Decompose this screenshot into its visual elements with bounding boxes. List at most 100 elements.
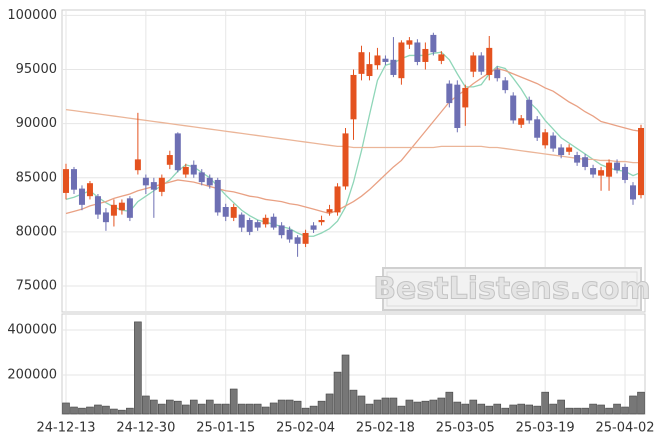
candle-body (198, 172, 205, 183)
candle-body (566, 147, 573, 152)
candle-body (526, 99, 533, 121)
candle-body (254, 222, 261, 228)
volume-bar (349, 389, 358, 415)
candle-body (326, 209, 333, 213)
volume-bar (541, 391, 549, 415)
volume-bar (589, 403, 597, 415)
candle-body (374, 55, 381, 66)
candle-body (558, 147, 565, 156)
volume-bar (333, 371, 342, 415)
candle-body (206, 177, 213, 186)
volume-bar (118, 409, 126, 415)
volume-bar (325, 393, 334, 415)
candle-body (614, 162, 621, 171)
candle-body (190, 164, 197, 175)
volume-bar (565, 407, 573, 415)
candle-body (398, 42, 405, 79)
volume-bar (205, 399, 214, 415)
volume-bar (285, 399, 294, 415)
y-tick-label: 95000 (16, 62, 57, 77)
candle-body (238, 214, 245, 228)
volume-bar (485, 405, 494, 415)
x-tick-label: 25-03-19 (516, 421, 575, 436)
volume-bar (493, 403, 502, 415)
candle-body (366, 64, 373, 77)
volume-bar (637, 391, 645, 415)
candle-body (534, 119, 541, 138)
volume-bar (142, 395, 150, 415)
volume-bar (261, 406, 270, 415)
candle-body (70, 169, 77, 190)
candle-body (134, 159, 141, 171)
volume-bar (421, 400, 430, 415)
candle-body (358, 52, 365, 74)
volume-bar (413, 401, 422, 415)
candle-body (246, 219, 253, 232)
x-tick-label: 25-02-18 (356, 421, 415, 436)
watermark-box (382, 267, 642, 311)
candle-body (270, 216, 277, 228)
y-tick-label: 200000 (7, 368, 57, 383)
volume-bar (525, 404, 533, 415)
volume-bar (453, 401, 462, 415)
volume-bar (405, 399, 414, 415)
candle-body (494, 69, 501, 79)
candle-body (630, 185, 637, 200)
x-tick-label: 24-12-13 (36, 421, 95, 436)
candle-body (94, 196, 101, 215)
volume-bar (573, 407, 581, 415)
volume-bar (301, 407, 310, 415)
candle-body (310, 225, 317, 230)
volume-bar (245, 403, 254, 415)
volume-bar (134, 321, 142, 415)
y-tick-label: 80000 (16, 224, 57, 239)
volume-bar (509, 404, 518, 415)
candle-body (63, 169, 69, 193)
volume-bar (365, 403, 374, 415)
candle-body (262, 217, 269, 225)
candle-body (590, 168, 597, 175)
candle-body (582, 157, 589, 167)
volume-bar (629, 395, 637, 415)
volume-bar (605, 407, 613, 415)
volume-bar (189, 399, 198, 415)
x-tick-label: 25-02-04 (276, 421, 335, 436)
candle-body (454, 84, 461, 128)
volume-bar (597, 404, 605, 415)
candle-body (294, 237, 301, 244)
volume-bar (158, 403, 166, 415)
volume-bar (581, 407, 589, 415)
candle-body (342, 133, 349, 187)
y-tick-label: 75000 (16, 279, 57, 294)
x-tick-label: 25-04-02 (596, 421, 655, 436)
candle-body (510, 95, 517, 121)
volume-bar (613, 403, 621, 415)
watermark-inner (386, 271, 638, 307)
candle-body (102, 212, 109, 223)
volume-bar (341, 354, 350, 415)
candle-body (142, 177, 149, 186)
candle-body (182, 166, 189, 175)
candle-body (406, 40, 413, 45)
candle-body (118, 202, 125, 211)
volume-bar (621, 406, 629, 415)
volume-bar (381, 397, 390, 415)
candle-body (222, 207, 229, 217)
volume-bar (221, 403, 230, 415)
x-tick-label: 25-01-15 (196, 421, 255, 436)
candle-body (422, 48, 429, 62)
volume-bar (501, 407, 510, 415)
watermark: BestListens.com (373, 272, 651, 307)
candle-body (574, 155, 581, 163)
ma-line (65, 108, 641, 164)
candle-body (214, 179, 221, 213)
candle-body (638, 127, 644, 196)
candle-body (166, 155, 173, 165)
price-panel (61, 9, 646, 313)
candle-body (478, 55, 485, 72)
candle-body (318, 219, 325, 223)
volume-bar (373, 399, 382, 415)
candle-body (622, 166, 629, 180)
y-tick-label: 400000 (7, 322, 57, 337)
